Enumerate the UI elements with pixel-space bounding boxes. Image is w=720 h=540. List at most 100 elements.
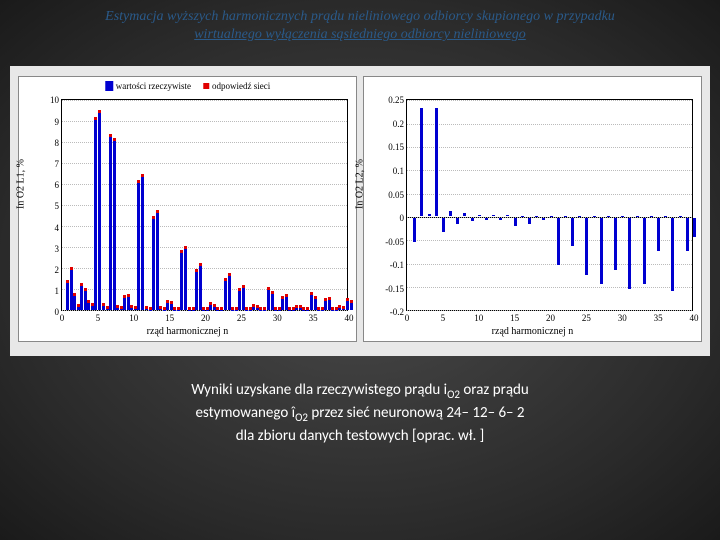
bar: [267, 290, 270, 310]
bar: [514, 218, 517, 226]
bar: [202, 310, 205, 311]
bar: [471, 218, 474, 221]
caption-sub2: O2: [295, 411, 308, 424]
legend-bar-label: wartości rzeczywiste: [116, 81, 191, 91]
bar: [643, 218, 646, 284]
xtick: 35: [309, 313, 318, 323]
ytick: -0.2: [390, 307, 404, 317]
bar: [614, 218, 617, 270]
bar: [456, 218, 459, 224]
ytick: 0.05: [388, 190, 404, 200]
right-ylabel: In O2 L2, %: [355, 159, 366, 209]
bar: [184, 249, 187, 310]
xtick: 0: [60, 313, 65, 323]
legend-dot-label: odpowiedź sieci: [212, 81, 270, 91]
ytick: 3: [55, 244, 60, 254]
ytick: 1: [55, 286, 60, 296]
right-plot-area: [406, 99, 693, 311]
bar: [485, 218, 488, 219]
bar: [628, 218, 631, 289]
bar: [657, 218, 660, 251]
bar: [492, 215, 495, 216]
bar: [137, 183, 140, 310]
bar: [141, 177, 144, 311]
bar: [420, 108, 423, 216]
xtick: 10: [474, 313, 483, 323]
charts-container: wartości rzeczywiste odpowiedź sieci In …: [10, 66, 710, 356]
ytick: 0.25: [388, 95, 404, 105]
title-line-1: Estymacja wyższych harmonicznych prądu n…: [105, 9, 615, 24]
bar: [671, 218, 674, 291]
bar: [324, 301, 327, 311]
left-bars: [62, 100, 347, 310]
bar: [173, 310, 176, 311]
xtick: 40: [345, 313, 354, 323]
bar: [435, 108, 438, 216]
left-chart: wartości rzeczywiste odpowiedź sieci In …: [18, 76, 357, 342]
ytick: 0: [55, 307, 60, 317]
bar: [442, 218, 445, 232]
bar: [145, 309, 148, 311]
bar: [428, 214, 431, 216]
xtick: 5: [96, 313, 101, 323]
bar: [557, 218, 560, 265]
bar: [166, 303, 169, 310]
left-plot-area: [61, 99, 348, 311]
bar: [113, 141, 116, 311]
ytick: 2: [55, 265, 60, 275]
ytick: -0.15: [385, 284, 404, 294]
bar: [209, 305, 212, 310]
bar: [295, 308, 298, 311]
bar: [542, 218, 545, 220]
bar: [350, 303, 353, 310]
ytick: 7: [55, 159, 60, 169]
bar: [123, 298, 126, 311]
bar: [413, 218, 416, 242]
left-xlabel: rząd harmonicznej n: [147, 326, 229, 337]
bar: [130, 308, 133, 310]
xtick: 15: [165, 313, 174, 323]
xtick: 5: [441, 313, 446, 323]
bar: [686, 218, 689, 251]
right-bars: [407, 100, 692, 310]
bar: [80, 286, 83, 310]
bar: [66, 283, 69, 311]
bar: [156, 213, 159, 311]
xtick: 25: [582, 313, 591, 323]
bar: [180, 253, 183, 310]
ytick: 6: [55, 180, 60, 190]
bar: [98, 113, 101, 310]
right-xlabel: rząd harmonicznej n: [492, 326, 574, 337]
xtick: 35: [654, 313, 663, 323]
bar: [109, 137, 112, 311]
bar: [238, 291, 241, 310]
legend-dot-swatch: [203, 83, 209, 89]
bar: [159, 309, 162, 310]
bar: [585, 218, 588, 275]
bar: [152, 219, 155, 310]
xtick: 20: [201, 313, 210, 323]
caption-l1b: oraz prądu: [460, 381, 529, 399]
caption-l2a: estymowanego î: [195, 404, 295, 422]
ytick: -0.1: [390, 260, 404, 270]
bar: [73, 296, 76, 311]
xtick: 30: [273, 313, 282, 323]
xtick: 25: [237, 313, 246, 323]
bar: [87, 303, 90, 310]
bar: [463, 213, 466, 216]
bar: [449, 211, 452, 216]
caption-sub1: O2: [447, 388, 460, 401]
bar: [338, 308, 341, 310]
right-chart: In O2 L2, % rząd harmonicznej n -0.2-0.1…: [363, 76, 702, 342]
xtick: 40: [690, 313, 699, 323]
bar: [252, 307, 255, 311]
caption-l2b: przez sieć neuronową 24– 12– 6– 2: [308, 404, 525, 422]
ytick: 10: [50, 95, 59, 105]
ytick: 5: [55, 201, 60, 211]
slide-title: Estymacja wyższych harmonicznych prądu n…: [0, 0, 720, 48]
bar: [94, 120, 97, 311]
title-line-2: wirtualnego wyłączenia sąsiedniego odbio…: [194, 27, 526, 42]
bar: [195, 272, 198, 310]
chart-legend: wartości rzeczywiste odpowiedź sieci: [105, 81, 270, 91]
ytick: 0.15: [388, 142, 404, 152]
